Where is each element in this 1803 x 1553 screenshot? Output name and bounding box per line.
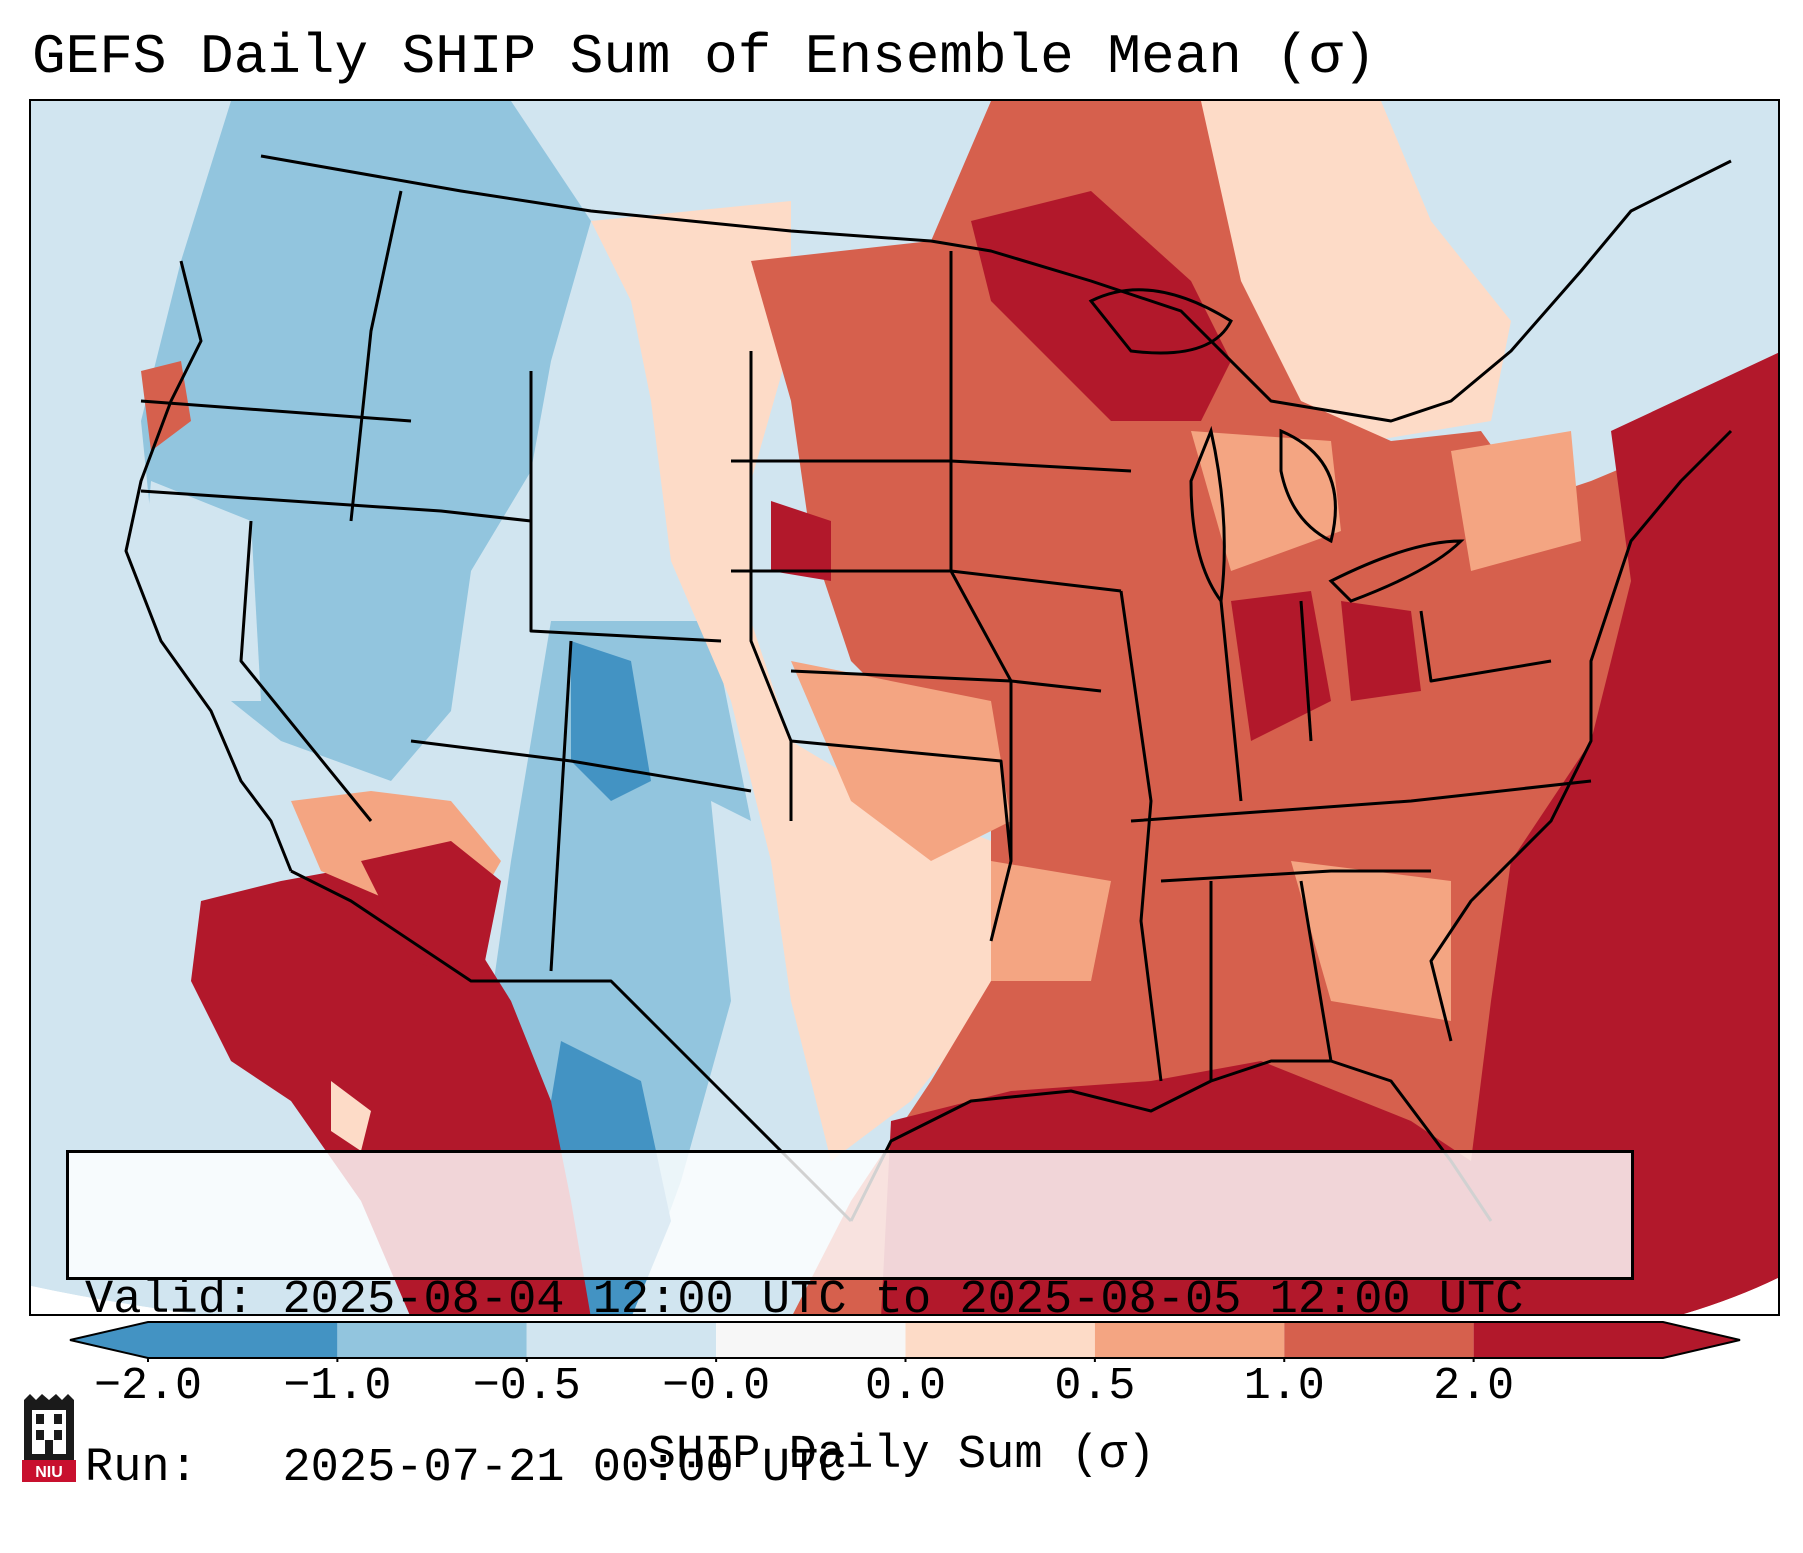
colorbar-segment [1284, 1322, 1474, 1358]
pennsylvania-border [1419, 610, 1552, 683]
colorbar-segment [905, 1322, 1095, 1358]
colorbar-tick-label: 0.5 [1054, 1361, 1136, 1412]
dakota-dark-red [771, 501, 831, 581]
colorbar-extend-low [70, 1322, 148, 1358]
colorbar-tick-label: −1.0 [283, 1361, 392, 1412]
kansas-salmon [791, 661, 1011, 861]
four-corners-border [410, 739, 752, 793]
tennessee-south-border [1160, 869, 1431, 883]
georgia-west-border [1299, 880, 1333, 1062]
plains-west-border [749, 351, 793, 821]
valid-value: 2025-08-04 12:00 UTC to 2025-08-05 12:00… [282, 1274, 1524, 1327]
newyork-salmon [1451, 431, 1581, 571]
colorbar-segment [1094, 1322, 1285, 1358]
colorbar-tick-label: −2.0 [93, 1361, 203, 1412]
ca-nv-border [239, 520, 373, 822]
state-borders [124, 154, 1733, 1223]
colorbar-title: SHIP Daily Sum (σ) [647, 1429, 1156, 1482]
colorbar-segment [148, 1322, 338, 1358]
colorbar-segment [526, 1322, 717, 1358]
atlantic-coastline [1429, 429, 1733, 1042]
lake-superior-shape [1088, 288, 1233, 355]
run-value: 2025-07-21 00:00 UTC [282, 1442, 847, 1495]
valid-label: Valid: [85, 1274, 255, 1327]
colorbar-tick-label: −0.5 [472, 1361, 581, 1412]
colorbar-extend-high [1663, 1322, 1740, 1358]
pacific-coastline [124, 260, 293, 872]
colorbar-tick-label: −0.0 [662, 1361, 771, 1412]
lake-erie-shape [1328, 539, 1465, 603]
oklahoma-border [790, 739, 1013, 942]
valid-row: Valid: 2025-08-04 12:00 UTC to 2025-08-0… [85, 1273, 1615, 1329]
colorbar-tick-label: 0.0 [864, 1361, 947, 1412]
map-panel [29, 99, 1780, 1316]
indiana-border [1219, 600, 1243, 802]
colorbar-segment [1473, 1322, 1663, 1358]
upper-midwest-dark-red [971, 191, 1231, 421]
arizona-dark-red [361, 841, 501, 981]
canada-border-line [260, 154, 1732, 423]
lake-michigan-shape [1189, 425, 1226, 605]
niu-logo-icon: NIU [22, 1394, 76, 1482]
great-lakes [1088, 288, 1465, 605]
logo-text: NIU [35, 1464, 63, 1481]
michigan-salmon [1191, 431, 1341, 571]
tennessee-north-border [1130, 779, 1592, 823]
missouri-valley-border [949, 251, 1013, 861]
anomaly-map [31, 101, 1778, 1314]
run-label: Run: [85, 1442, 198, 1495]
ohio-west-border [1299, 600, 1313, 742]
colorado-dark-blue [571, 641, 651, 801]
colorbar-tick-label: 2.0 [1433, 1361, 1515, 1412]
carolina-salmon [1291, 861, 1451, 1021]
idaho-west-border [349, 190, 403, 522]
colorbar-segment [716, 1322, 906, 1358]
lake-huron-shape [1279, 428, 1337, 544]
az-nm-border [549, 640, 573, 972]
gulf-california-light [331, 1081, 371, 1151]
colorbar [69, 1321, 1741, 1362]
california-light-field [141, 481, 261, 701]
arkansas-salmon [991, 861, 1111, 981]
validity-box: Valid: 2025-08-04 12:00 UTC to 2025-08-0… [66, 1150, 1634, 1495]
wyoming-border [529, 371, 722, 643]
plains-light-orange [591, 201, 991, 1161]
indiana-dark-red [1231, 591, 1331, 741]
or-nv-border [140, 489, 532, 523]
mississippi-border [1119, 590, 1163, 1082]
atlantic-gulf-dark-red [881, 351, 1778, 1314]
run-row: Run: 2025-07-21 00:00 UTC [85, 1441, 1615, 1497]
colorbar-segment [337, 1322, 527, 1358]
wa-or-border [140, 399, 412, 423]
colorbar-tick-label: 1.0 [1243, 1361, 1325, 1412]
map-title: GEFS Daily SHIP Sum of Ensemble Mean (σ) [32, 25, 1377, 89]
ohio-dark-red [1341, 601, 1421, 701]
